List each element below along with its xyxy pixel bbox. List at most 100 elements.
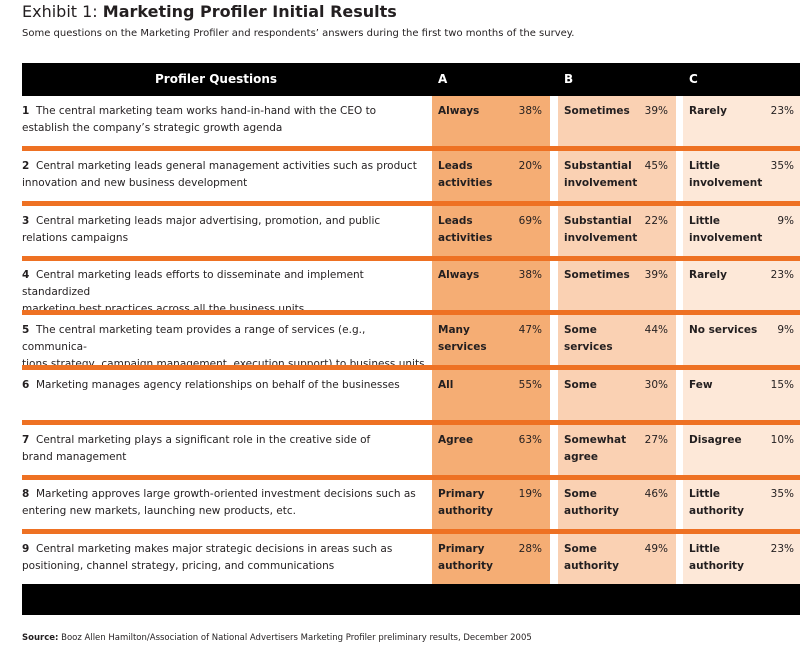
exhibit-title-main: Marketing Profiler Initial Results (102, 2, 397, 21)
row-separator (22, 310, 800, 316)
answer-b-percent: 45% (644, 159, 668, 172)
answer-c-label: Little authority (689, 488, 744, 518)
column-a-background (432, 96, 550, 584)
table-header: Profiler Questions A B C (22, 63, 800, 96)
header-questions: Profiler Questions (155, 72, 278, 86)
table-row: 2 Central marketing leads general manage… (22, 151, 800, 201)
question-cell: 5 The central marketing team provides a … (22, 322, 427, 373)
question-cell: 6 Marketing manages agency relationships… (22, 377, 427, 394)
answer-b-label: Some authority (564, 488, 619, 518)
answer-b-percent: 49% (644, 543, 668, 555)
answer-b-label: Substantial involvement (564, 159, 638, 189)
question-text: Central marketing leads general manageme… (22, 159, 417, 189)
answer-b-label: Sometimes (564, 269, 630, 282)
table-row: 8 Marketing approves large growth-orient… (22, 479, 800, 529)
answer-b-percent: 39% (644, 269, 668, 282)
table-row: 7 Central marketing plays a significant … (22, 425, 800, 475)
exhibit-subtitle: Some questions on the Marketing Profiler… (22, 28, 575, 39)
row-separator (22, 529, 800, 535)
answer-c-percent: 23% (770, 105, 794, 117)
question-cell: 8 Marketing approves large growth-orient… (22, 486, 427, 520)
answer-a-label: Primary authority (438, 543, 493, 572)
answer-a-percent: 47% (518, 324, 542, 336)
answer-a-label: Many services (438, 324, 487, 353)
header-c: C (689, 72, 698, 86)
answer-a-percent: 28% (518, 543, 542, 555)
answer-a-percent: 63% (518, 433, 542, 446)
table-footer-bar (22, 584, 800, 615)
question-number: 9 (22, 543, 30, 555)
question-cell: 2 Central marketing leads general manage… (22, 158, 427, 192)
question-text: Central marketing leads efforts to disse… (22, 269, 364, 316)
answer-a-label: Agree (438, 433, 474, 446)
column-b-background (558, 96, 676, 584)
answer-c-percent: 35% (770, 159, 794, 172)
question-number: 5 (22, 324, 30, 336)
question-cell: 1 The central marketing team works hand-… (22, 103, 427, 137)
answer-a-percent: 20% (518, 159, 542, 172)
exhibit-title-prefix: Exhibit 1: (22, 2, 103, 21)
answer-a-label: Primary authority (438, 488, 493, 518)
question-number: 2 (22, 159, 30, 172)
answer-c-label: Little involvement (689, 159, 763, 189)
answer-c-percent: 9% (777, 214, 794, 227)
answer-a-percent: 38% (518, 105, 542, 117)
table-row: 1 The central marketing team works hand-… (22, 96, 800, 146)
answer-c-percent: 15% (770, 378, 794, 391)
question-text: The central marketing team provides a ra… (22, 324, 425, 370)
answer-c-label: Few (689, 378, 713, 391)
question-cell: 9 Central marketing makes major strategi… (22, 541, 427, 575)
question-number: 1 (22, 105, 30, 117)
answer-c-percent: 10% (770, 433, 794, 446)
source-note: Source: Booz Allen Hamilton/Association … (22, 633, 532, 643)
question-number: 4 (22, 269, 30, 282)
answer-c-label: Little authority (689, 543, 744, 572)
answer-c-label: Little involvement (689, 214, 763, 244)
answer-b-label: Sometimes (564, 105, 630, 117)
question-number: 8 (22, 488, 30, 501)
answer-c-percent: 35% (770, 488, 794, 501)
table-row: 9 Central marketing makes major strategi… (22, 534, 800, 584)
question-cell: 7 Central marketing plays a significant … (22, 432, 427, 466)
answer-b-label: Some authority (564, 543, 619, 572)
answer-c-percent: 23% (770, 543, 794, 555)
question-text: Central marketing leads major advertisin… (22, 214, 381, 244)
table-row: 6 Marketing manages agency relationships… (22, 370, 800, 420)
source-text: Booz Allen Hamilton/Association of Natio… (58, 633, 532, 643)
header-b: B (564, 72, 574, 86)
question-text: Central marketing plays a significant ro… (22, 433, 371, 463)
row-separator (22, 365, 800, 370)
answer-b-label: Some services (564, 324, 613, 353)
question-text: The central marketing team works hand-in… (22, 105, 377, 134)
source-label: Source: (22, 633, 59, 643)
answer-b-percent: 30% (644, 378, 668, 391)
answer-b-percent: 39% (644, 105, 668, 117)
answer-a-percent: 19% (518, 488, 542, 501)
table-row: 3 Central marketing leads major advertis… (22, 206, 800, 256)
column-c-background (683, 96, 800, 584)
answer-b-label: Somewhat agree (564, 433, 627, 463)
answer-c-label: No services (689, 324, 758, 336)
answer-c-percent: 9% (777, 324, 794, 336)
answer-a-percent: 55% (518, 378, 542, 391)
answer-b-percent: 27% (644, 433, 668, 446)
row-separator (22, 255, 800, 261)
question-text: Marketing manages agency relationships o… (36, 378, 400, 391)
answer-a-percent: 38% (518, 269, 542, 282)
answer-b-label: Substantial involvement (564, 214, 638, 244)
answer-a-label: Leads activities (438, 159, 493, 189)
question-cell: 3 Central marketing leads major advertis… (22, 213, 427, 247)
answer-b-percent: 46% (644, 488, 668, 501)
answer-b-percent: 44% (644, 324, 668, 336)
results-table: Profiler Questions A B C 1 The central m… (22, 63, 800, 615)
header-a: A (438, 72, 448, 86)
answer-c-percent: 23% (770, 269, 794, 282)
answer-c-label: Rarely (689, 269, 727, 282)
answer-a-label: Leads activities (438, 214, 493, 244)
question-number: 3 (22, 214, 30, 227)
answer-a-label: Always (438, 269, 480, 282)
answer-b-label: Some (564, 378, 597, 391)
answer-c-label: Rarely (689, 105, 727, 117)
answer-a-label: All (438, 378, 454, 391)
table-row: 4 Central marketing leads efforts to dis… (22, 260, 800, 315)
